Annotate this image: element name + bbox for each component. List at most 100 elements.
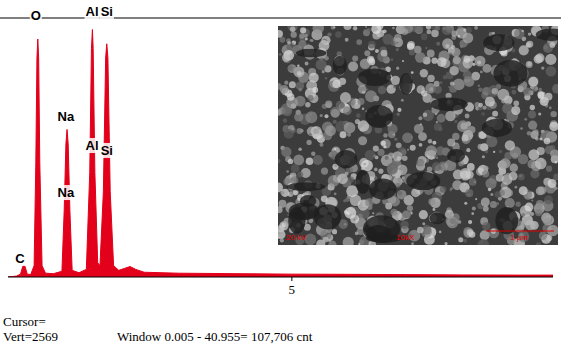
sem-grain — [305, 102, 310, 107]
sem-grain — [530, 105, 535, 110]
sem-grain — [291, 31, 297, 37]
sem-grain — [417, 227, 424, 234]
sem-grain — [397, 108, 401, 112]
sem-grain — [416, 159, 424, 167]
sem-grain — [388, 124, 398, 134]
sem-grain — [536, 242, 541, 245]
sem-grain — [331, 109, 340, 118]
sem-grain — [429, 87, 433, 91]
sem-grain — [407, 149, 409, 151]
sem-grain — [457, 120, 469, 132]
sem-grain — [401, 99, 404, 102]
sem-grain — [483, 206, 489, 212]
sem-grain — [432, 208, 435, 211]
sem-grain — [327, 32, 331, 36]
sem-grain — [331, 26, 335, 30]
sem-grain — [478, 85, 480, 87]
sem-grain — [516, 202, 521, 207]
sem-grain — [482, 64, 491, 73]
sem-grain — [305, 62, 309, 66]
sem-grain — [357, 98, 364, 105]
sem-grain — [287, 26, 297, 32]
sem-grain — [493, 151, 495, 153]
sem-grain — [278, 206, 283, 213]
sem-grain — [415, 52, 426, 63]
sem-grain — [521, 30, 524, 33]
sem-grain — [451, 48, 460, 57]
sem-grain — [323, 237, 329, 243]
sem-grain — [435, 26, 440, 31]
sem-grain — [519, 186, 528, 195]
sem-grain — [392, 81, 395, 84]
sem-grain — [443, 75, 448, 80]
sem-grain — [278, 237, 280, 239]
sem-grain — [489, 228, 499, 238]
label-patch — [30, 8, 42, 23]
sem-grain — [545, 93, 553, 101]
sem-grain — [367, 56, 375, 64]
label-patch — [85, 138, 100, 153]
sem-grain — [475, 56, 486, 67]
sem-grain — [279, 53, 282, 56]
sem-grain — [485, 150, 488, 153]
peak-label: Si — [101, 4, 113, 19]
sem-grain — [506, 189, 513, 196]
sem-grain — [457, 220, 461, 224]
sem-grain — [328, 241, 336, 245]
sem-grain — [384, 145, 387, 148]
sem-grain — [380, 140, 385, 145]
sem-grain — [428, 198, 435, 205]
sem-grain — [528, 121, 537, 130]
footer-window: Window 0.005 - 40.955= 107,706 cnt — [117, 329, 313, 344]
sem-grain — [367, 28, 371, 32]
sem-grain — [420, 123, 422, 125]
sem-grain — [312, 87, 318, 93]
sem-grain — [298, 88, 302, 92]
sem-grain — [330, 107, 340, 117]
sem-pore — [406, 172, 440, 190]
peak-label: C — [15, 251, 25, 266]
sem-grain — [397, 164, 408, 175]
footer-vert: Vert=2569 — [3, 329, 58, 344]
sem-grain — [396, 42, 398, 44]
sem-grain — [305, 111, 317, 123]
sem-grain — [536, 200, 543, 207]
sem-grain — [340, 92, 351, 103]
sem-grain — [436, 146, 445, 155]
sem-grain — [482, 170, 489, 177]
sem-grain — [458, 35, 460, 37]
sem-grain — [491, 88, 498, 95]
sem-grain — [401, 28, 408, 35]
sem-grain — [526, 41, 533, 48]
sem-grain — [378, 86, 386, 94]
sem-grain — [287, 41, 291, 45]
sem-grain — [511, 90, 516, 95]
sem-grain — [288, 66, 293, 71]
sem-grain — [480, 240, 484, 244]
sem-grain — [480, 71, 483, 74]
sem-grain — [343, 26, 351, 30]
sem-grain — [359, 239, 364, 244]
sem-grain — [434, 81, 440, 87]
sem-grain — [280, 191, 284, 195]
sem-grain — [465, 114, 470, 119]
sem-grain — [306, 158, 314, 166]
sem-grain — [525, 203, 534, 212]
sem-grain — [464, 202, 467, 205]
sem-grain — [437, 114, 446, 123]
sem-grain — [411, 71, 414, 74]
sem-grain — [402, 210, 411, 219]
sem-grain — [365, 26, 367, 28]
sem-ground — [278, 26, 558, 245]
sem-grain — [546, 66, 557, 77]
sem-grain — [481, 112, 485, 116]
sem-grain — [528, 32, 531, 35]
sem-grain — [478, 144, 484, 150]
sem-grain — [348, 61, 358, 71]
peak-label: Na — [58, 109, 75, 124]
sem-grain — [466, 43, 468, 45]
sem-grain — [462, 33, 473, 44]
sem-pore — [333, 56, 347, 75]
sem-grain — [372, 212, 374, 214]
sem-grain — [414, 26, 424, 33]
